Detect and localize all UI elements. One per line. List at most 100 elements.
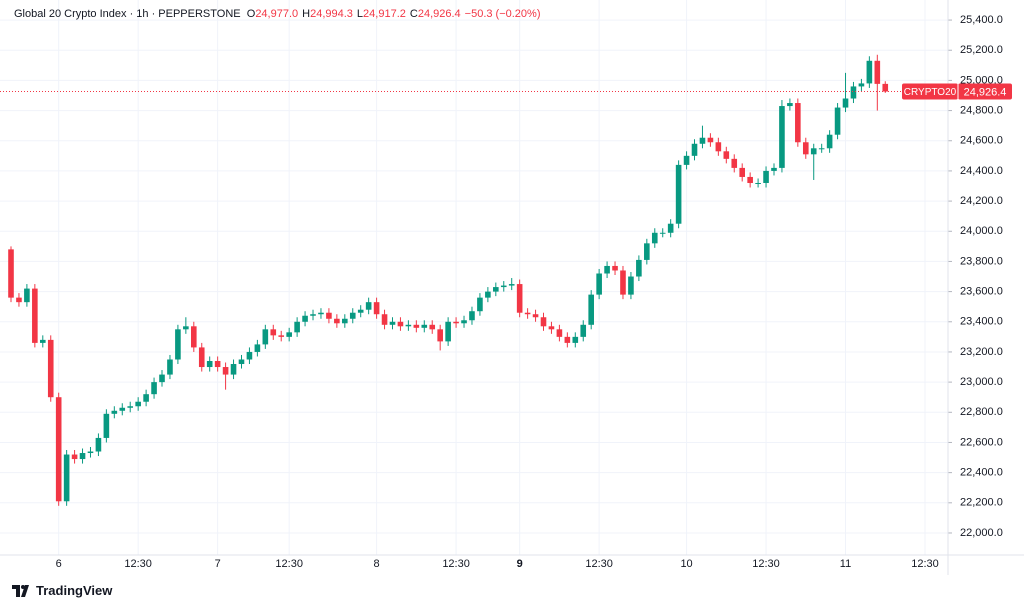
ohlc-key: C: [409, 8, 418, 20]
candle-body: [850, 86, 857, 99]
ohlc-key: H: [302, 8, 311, 20]
candle-body: [532, 314, 539, 318]
candle-body: [71, 454, 78, 460]
candle-body: [469, 311, 475, 321]
candle-body: [191, 326, 197, 348]
candle-body: [389, 321, 396, 325]
candle-body: [826, 134, 833, 149]
candle-body: [779, 106, 785, 168]
candle-body: [485, 291, 491, 298]
candle-body: [198, 347, 205, 368]
x-tick-label: 12:30: [585, 558, 613, 570]
candle-body: [882, 83, 889, 92]
candle-body: [604, 265, 610, 274]
y-tick-label: 22,600.0: [960, 436, 1003, 448]
candle-body: [87, 451, 94, 454]
candle-body: [8, 249, 14, 298]
candle-body: [699, 137, 706, 144]
candle-body: [858, 83, 865, 87]
candle-body: [95, 437, 102, 452]
candle-body: [143, 394, 149, 402]
candle-body: [246, 351, 253, 360]
candle-body: [675, 164, 682, 224]
candle-body: [739, 167, 745, 177]
candle-body: [787, 103, 793, 107]
candle-body: [429, 324, 436, 330]
ohlc-value: 24,926.4: [417, 8, 461, 20]
candle-body: [842, 98, 849, 108]
ohlc-key: O: [246, 8, 256, 20]
candle-body: [810, 148, 817, 155]
candle-body: [834, 107, 841, 135]
candle-body: [731, 158, 738, 168]
candle-body: [79, 453, 86, 460]
candle-body: [302, 315, 308, 322]
candle-body: [636, 259, 642, 277]
candle-body: [516, 284, 523, 313]
y-tick-label: 22,200.0: [960, 497, 1003, 509]
candle-body: [802, 142, 809, 155]
candle-body: [32, 288, 38, 343]
y-tick-label: 25,000.0: [960, 74, 1003, 86]
candle-body: [461, 320, 467, 324]
x-tick-label: 12:30: [911, 558, 939, 570]
y-tick-label: 24,800.0: [960, 104, 1003, 116]
footer: TradingView: [12, 583, 112, 598]
candle-body: [365, 302, 372, 310]
candle-body: [667, 223, 674, 233]
x-tick-label: 12:30: [275, 558, 303, 570]
y-tick-label: 25,200.0: [960, 44, 1003, 56]
candle-body: [183, 326, 189, 330]
y-tick-label: 22,800.0: [960, 406, 1003, 418]
candle-body: [755, 182, 761, 184]
logo: [12, 584, 29, 597]
candle-body: [373, 302, 380, 315]
candle-body: [55, 397, 62, 502]
candle-body: [874, 60, 881, 84]
candle-body: [580, 324, 587, 337]
x-tick-label: 12:30: [752, 558, 780, 570]
candle-body: [175, 329, 181, 360]
candle-body: [453, 321, 459, 324]
candle-body: [556, 329, 563, 337]
ohlc-value: 24,994.3: [310, 8, 353, 20]
y-tick-label: 23,200.0: [960, 346, 1003, 358]
candle-body: [493, 287, 499, 292]
candle-body: [620, 270, 626, 295]
candle-body: [47, 339, 54, 398]
candle-body: [500, 285, 507, 288]
candle-body: [151, 382, 157, 395]
ohlc-key: L: [356, 8, 364, 20]
candle-body: [651, 232, 658, 244]
price-tag-value: 24,926.4: [964, 86, 1007, 98]
x-tick-label: 12:30: [442, 558, 470, 570]
candle-body: [644, 243, 650, 260]
x-tick-label: 7: [215, 558, 221, 570]
y-tick-label: 24,200.0: [960, 195, 1003, 207]
candle-body: [795, 103, 801, 143]
y-tick-label: 23,000.0: [960, 376, 1003, 388]
y-tick-label: 24,400.0: [960, 165, 1003, 177]
candle-body: [691, 143, 698, 156]
candle-body: [254, 344, 261, 352]
candle-body: [548, 326, 555, 330]
candle-body: [612, 265, 618, 271]
candle-body: [310, 314, 316, 316]
y-tick-label: 23,800.0: [960, 255, 1003, 267]
candle-body: [349, 312, 356, 319]
candle-body: [39, 339, 46, 343]
candle-body: [524, 312, 531, 315]
candle-body: [747, 176, 753, 183]
candle-body: [111, 410, 118, 414]
candle-body: [572, 336, 579, 343]
candle-body: [763, 170, 769, 183]
candle-body: [588, 294, 594, 325]
brand: TradingView: [36, 583, 113, 598]
candle-body: [413, 324, 420, 328]
candle-body: [278, 335, 285, 337]
y-tick-label: 22,000.0: [960, 527, 1003, 539]
legend: Global 20 Crypto Index · 1h · PEPPERSTON…: [14, 8, 545, 20]
change: −50.3 (−0.20%): [464, 8, 541, 20]
